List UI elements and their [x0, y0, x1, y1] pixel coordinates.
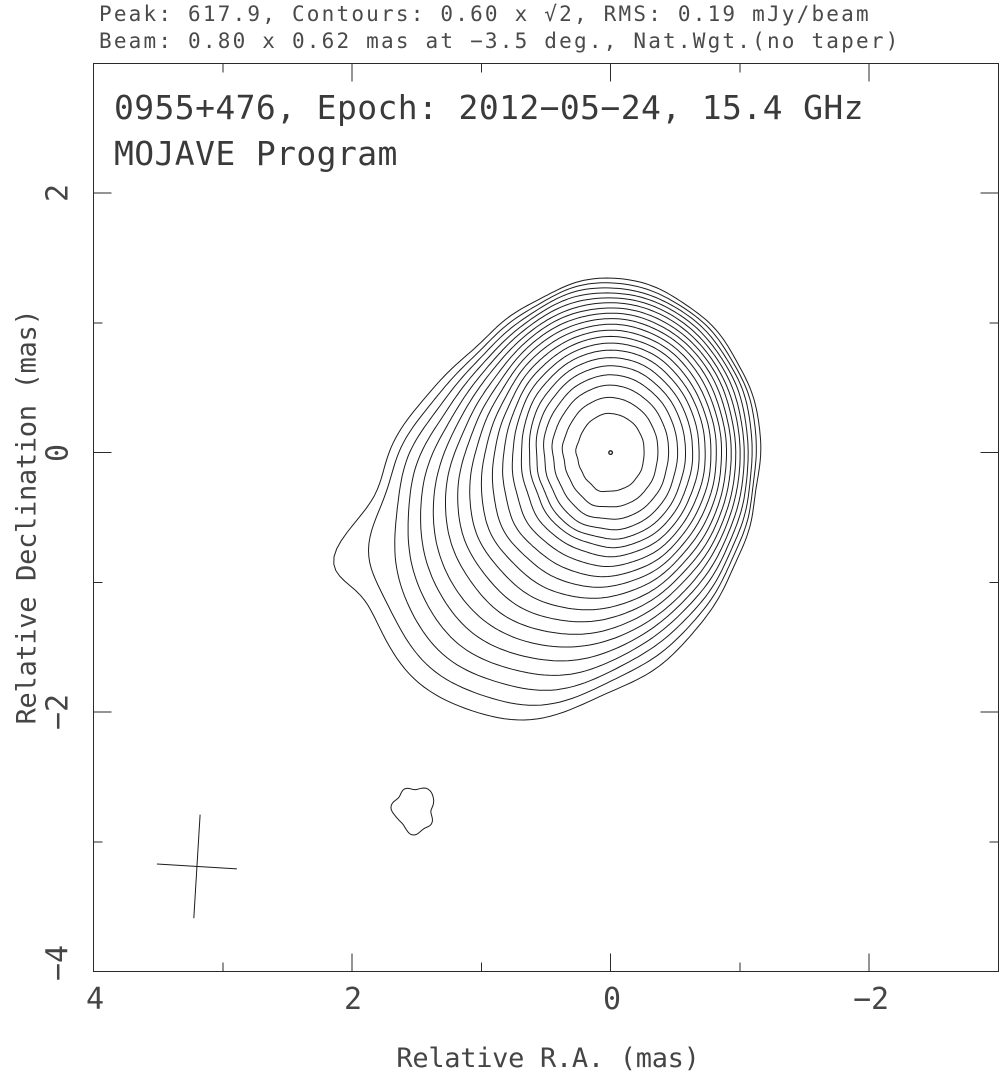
x-axis-label: Relative R.A. (mas) — [396, 1043, 700, 1074]
y-tick-label-2: 2 — [40, 183, 76, 203]
header-peak-contours-rms: Peak: 617.9, Contours: 0.60 x √2, RMS: 0… — [99, 2, 871, 26]
x-tick-label-0: 0 — [602, 982, 622, 1017]
x-tick-label-2: 2 — [343, 982, 363, 1017]
x-tick-label-neg2: −2 — [852, 982, 890, 1017]
program-title: MOJAVE Program — [114, 134, 398, 173]
x-tick-label-4: 4 — [85, 982, 105, 1017]
header-beam-info: Beam: 0.80 x 0.62 mas at −3.5 deg., Nat.… — [99, 29, 901, 53]
y-tick-label-0: 0 — [40, 443, 76, 463]
y-tick-label-neg2: −2 — [40, 693, 76, 731]
source-epoch-frequency-title: 0955+476, Epoch: 2012−05−24, 15.4 GHz — [114, 88, 864, 127]
y-axis-label: Relative Declination (mas) — [11, 309, 43, 725]
y-tick-label-neg4: −4 — [40, 944, 76, 982]
